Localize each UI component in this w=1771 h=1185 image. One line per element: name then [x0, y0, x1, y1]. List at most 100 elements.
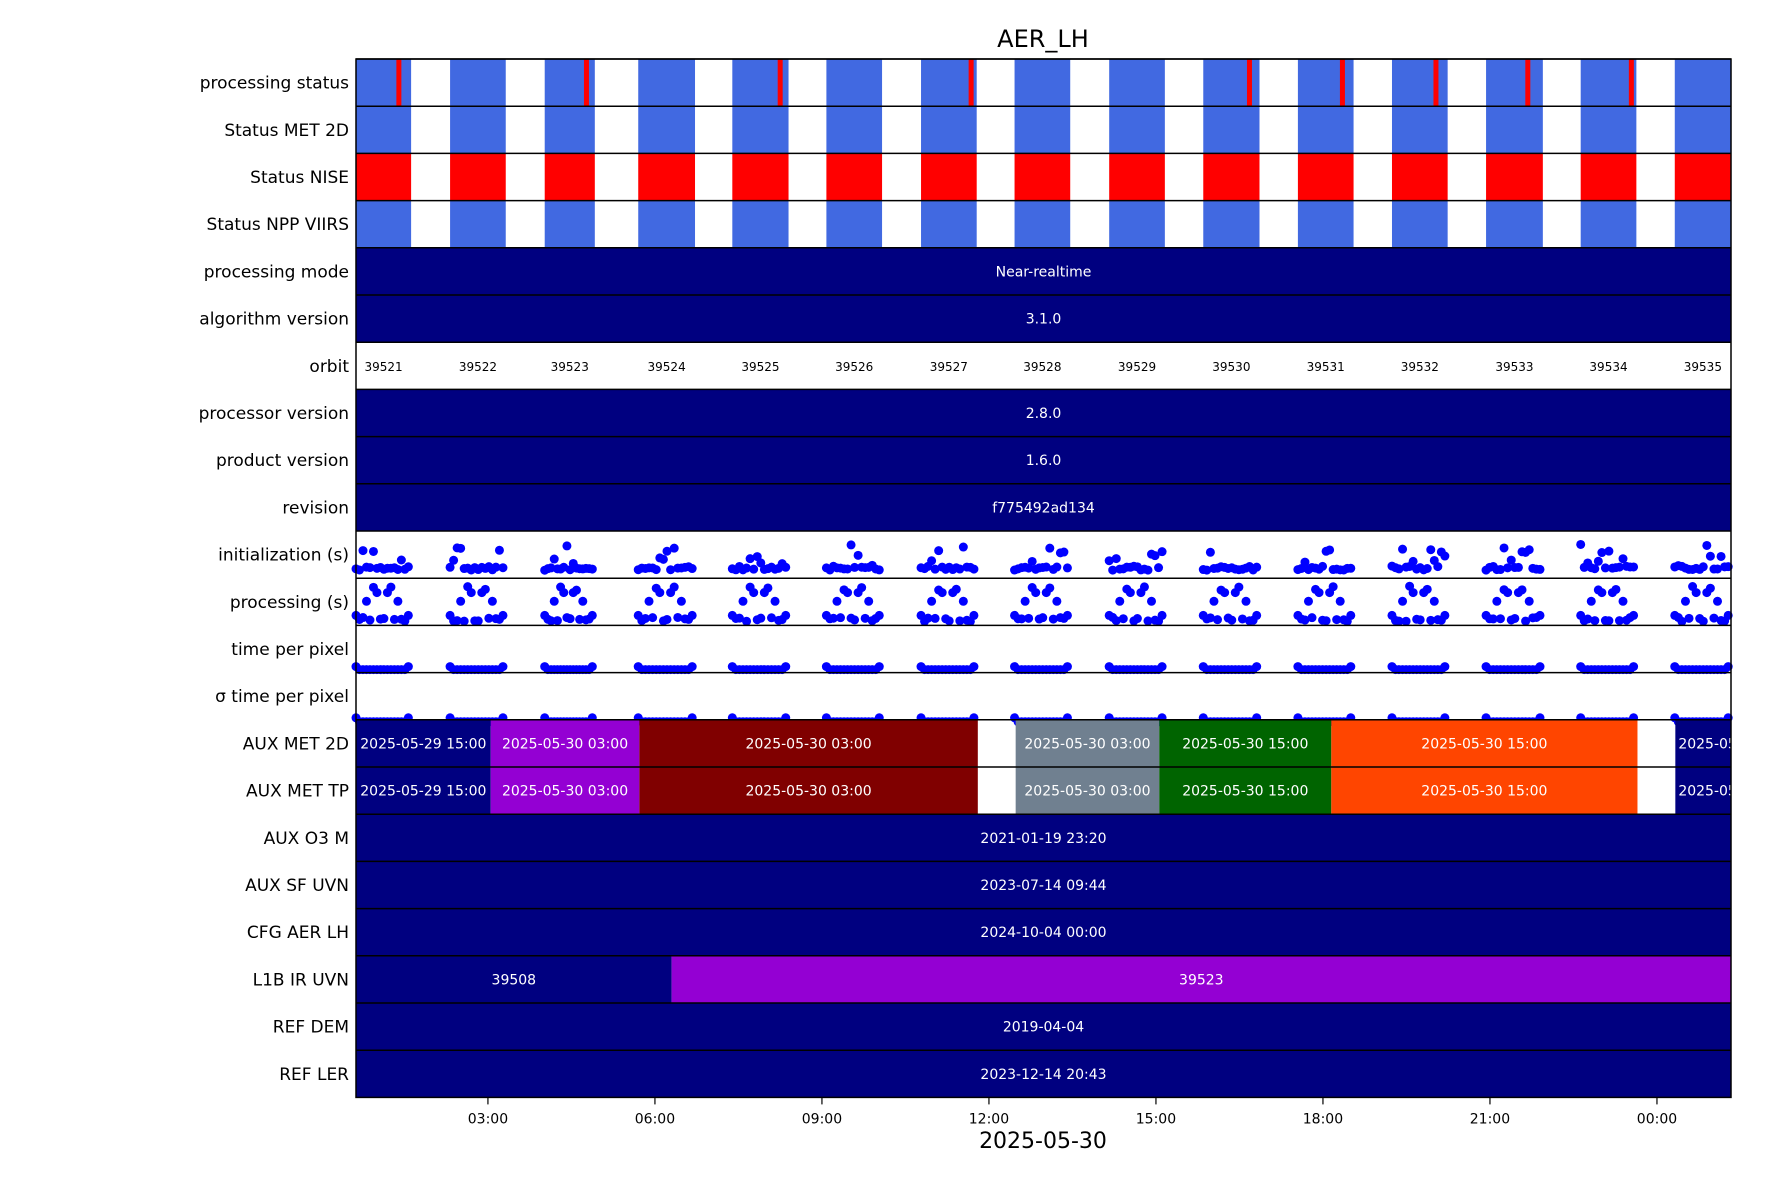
- data-point: [1699, 562, 1708, 571]
- segment-label: 3.1.0: [1026, 312, 1062, 328]
- data-point: [1597, 588, 1606, 597]
- segment-label: 2.8.0: [1026, 406, 1062, 422]
- status-block: [732, 153, 788, 200]
- data-point: [756, 614, 765, 623]
- status-block: [1581, 106, 1637, 153]
- data-point: [488, 597, 497, 606]
- status-block: [921, 153, 977, 200]
- data-point: [1346, 564, 1355, 573]
- data-point: [836, 613, 845, 622]
- x-tick-label: 00:00: [1637, 1111, 1677, 1127]
- data-point: [1143, 566, 1152, 575]
- status-block: [732, 106, 788, 153]
- row-label: CFG AER LH: [247, 923, 349, 943]
- data-point: [659, 555, 668, 564]
- segment-label: 2025-05-30 15:00: [1421, 736, 1547, 752]
- data-point: [1063, 563, 1072, 572]
- data-point: [1158, 611, 1167, 620]
- row-label: revision: [282, 498, 349, 518]
- row-12: [352, 625, 1733, 674]
- data-point: [1336, 597, 1345, 606]
- data-point: [1440, 552, 1449, 561]
- data-point: [498, 611, 507, 620]
- data-point: [397, 556, 406, 565]
- segment-label: 2021-01-19 23:20: [980, 831, 1106, 847]
- row-label: σ time per pixel: [215, 687, 349, 707]
- data-point: [1126, 588, 1135, 597]
- data-point: [1536, 662, 1545, 671]
- status-block: [1203, 106, 1259, 153]
- data-point: [358, 546, 367, 555]
- data-point: [1536, 565, 1545, 574]
- error-mark: [1340, 59, 1345, 106]
- data-point: [550, 555, 559, 564]
- data-point: [952, 585, 961, 594]
- data-point: [481, 585, 490, 594]
- status-block: [826, 106, 882, 153]
- data-point: [1140, 582, 1149, 591]
- data-point: [1059, 548, 1068, 557]
- data-point: [1241, 597, 1250, 606]
- data-point: [857, 583, 866, 592]
- data-point: [969, 565, 978, 574]
- status-block: [1675, 59, 1731, 106]
- data-point: [1629, 562, 1638, 571]
- data-point: [1325, 545, 1334, 554]
- status-block: [356, 59, 411, 106]
- status-block: [1109, 201, 1165, 248]
- segment-label: 2023-12-14 20:43: [980, 1067, 1106, 1083]
- data-point: [1252, 563, 1261, 572]
- orbit-number: 39535: [1684, 360, 1722, 374]
- status-block: [356, 201, 411, 248]
- data-point: [1604, 616, 1613, 625]
- status-block: [826, 201, 882, 248]
- status-block: [1486, 201, 1543, 248]
- data-point: [1252, 611, 1261, 620]
- data-point: [875, 662, 884, 671]
- data-point: [1590, 616, 1599, 625]
- data-point: [670, 583, 679, 592]
- row-16: 2021-01-19 23:20: [356, 814, 1731, 861]
- data-point: [1402, 617, 1411, 626]
- data-point: [688, 611, 697, 620]
- status-block: [450, 59, 506, 106]
- data-point: [1503, 588, 1512, 597]
- row-11: [352, 578, 1733, 626]
- data-point: [1158, 547, 1167, 556]
- data-point: [1629, 662, 1638, 671]
- data-point: [1409, 588, 1418, 597]
- status-block: [1392, 59, 1448, 106]
- segment-label: 39523: [1179, 972, 1224, 988]
- data-point: [1346, 662, 1355, 671]
- data-point: [1619, 554, 1628, 563]
- data-point: [969, 662, 978, 671]
- data-point: [369, 547, 378, 556]
- data-point: [1063, 662, 1072, 671]
- data-point: [588, 611, 597, 620]
- segment-label: 2025-05-30 03:00: [1024, 784, 1150, 800]
- status-block: [638, 153, 695, 200]
- data-point: [1525, 597, 1534, 606]
- row-label: L1B IR UVN: [253, 970, 349, 990]
- orbit-number: 39522: [459, 360, 497, 374]
- data-point: [1619, 597, 1628, 606]
- status-block: [1298, 106, 1354, 153]
- row-3: [356, 201, 1731, 248]
- x-tick-label: 18:00: [1303, 1111, 1343, 1127]
- status-block: [1581, 153, 1637, 200]
- status-block: [1392, 153, 1448, 200]
- data-point: [1717, 552, 1726, 561]
- data-point: [850, 615, 859, 624]
- data-point: [1629, 611, 1638, 620]
- error-mark: [1433, 59, 1438, 106]
- row-13: [352, 673, 1733, 727]
- data-point: [1329, 582, 1338, 591]
- data-point: [1611, 585, 1620, 594]
- data-point: [1713, 597, 1722, 606]
- segment-label: 2019-04-04: [1003, 1020, 1084, 1036]
- status-block: [826, 59, 882, 106]
- status-block: [545, 106, 595, 153]
- row-label: Status NPP VIIRS: [207, 215, 349, 235]
- segment-label: 2024-10-04 00:00: [980, 925, 1106, 941]
